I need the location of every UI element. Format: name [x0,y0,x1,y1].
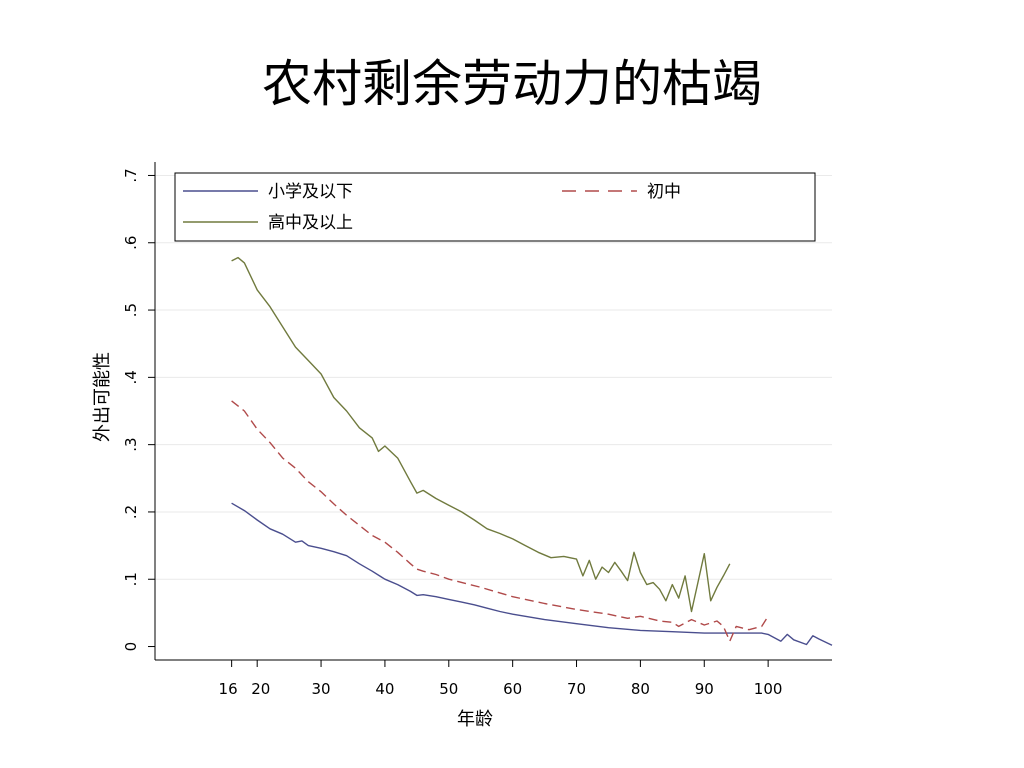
y-tick-label: .6 [122,236,140,250]
series-line-2 [231,400,769,642]
y-tick-label: .2 [122,505,140,519]
legend-box [174,172,816,242]
series-lines [231,256,833,646]
x-tick-label: 20 [251,680,270,698]
legend-label-1: 小学及以下 [268,182,353,202]
x-tick-label: 50 [439,680,458,698]
x-axis-title: 年龄 [457,709,493,730]
y-tick-label: .3 [122,437,140,451]
axes: 0 .1 .2 .3 .4 .5 .6 .7 16 20 30 40 50 60 70 80 90 100 年龄 外出… [92,162,832,730]
slide-title: 农村剩余劳动力的枯竭 [262,55,762,113]
y-tick-label: 0 [122,642,140,652]
series-line-1 [231,502,833,646]
y-axis-title: 外出可能性 [92,352,113,442]
x-tick-label: 30 [312,680,331,698]
y-tick-label: .1 [122,572,140,586]
x-tick-label: 70 [567,680,586,698]
x-tick-label: 60 [503,680,522,698]
legend-label-3: 高中及以上 [268,213,353,233]
x-tick-label: 100 [754,680,783,698]
x-tick-label: 80 [631,680,650,698]
x-tick-label: 90 [695,680,714,698]
series-line-3 [231,256,731,613]
y-tick-label: .4 [122,370,140,384]
x-tick-label: 40 [375,680,394,698]
y-tick-label: .5 [122,303,140,317]
y-tick-label: .7 [122,168,140,182]
x-tick-label: 16 [219,680,238,698]
legend-label-2: 初中 [647,182,681,202]
